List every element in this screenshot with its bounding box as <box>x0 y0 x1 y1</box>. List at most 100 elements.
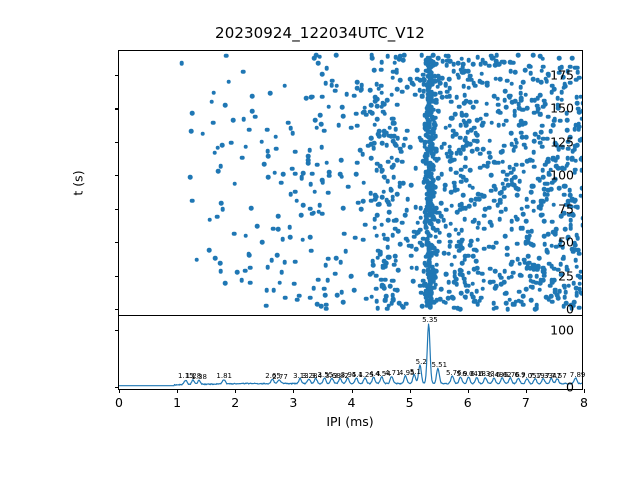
scatter-point <box>372 141 377 146</box>
scatter-point <box>501 143 507 149</box>
scatter-point <box>500 159 505 165</box>
scatter-point <box>458 246 463 251</box>
scatter-point <box>513 299 519 304</box>
scatter-point <box>360 198 366 204</box>
scatter-point <box>369 294 374 299</box>
scatter-point <box>468 142 473 147</box>
scatter-point <box>548 187 554 192</box>
histogram-peak-label: 5.9 <box>456 369 468 378</box>
scatter-point <box>374 161 380 166</box>
scatter-y-tick <box>115 308 119 311</box>
scatter-point <box>404 84 410 90</box>
scatter-point <box>407 76 413 82</box>
scatter-point <box>492 198 497 203</box>
scatter-point <box>444 89 450 95</box>
hist-x-tick <box>351 389 353 393</box>
scatter-point <box>551 118 557 124</box>
scatter-point <box>461 276 467 282</box>
scatter-point <box>442 186 447 192</box>
scatter-point <box>459 227 465 233</box>
scatter-point <box>575 205 581 210</box>
scatter-point <box>537 93 543 98</box>
scatter-point <box>316 209 322 215</box>
scatter-point <box>373 286 379 292</box>
scatter-point <box>404 208 409 213</box>
scatter-point <box>433 62 439 67</box>
scatter-point <box>513 214 518 219</box>
scatter-point <box>519 98 524 103</box>
scatter-point <box>384 142 390 148</box>
scatter-point <box>449 189 454 195</box>
scatter-point <box>491 306 497 311</box>
scatter-point <box>575 235 580 241</box>
scatter-point <box>466 283 471 288</box>
scatter-point <box>495 203 501 208</box>
scatter-point <box>439 213 444 219</box>
scatter-point <box>312 55 317 61</box>
scatter-point <box>479 71 485 77</box>
scatter-point <box>428 242 434 248</box>
scatter-point <box>435 175 441 181</box>
scatter-point <box>279 269 285 275</box>
scatter-point <box>509 141 515 147</box>
scatter-point <box>433 98 439 103</box>
scatter-point <box>458 167 464 172</box>
scatter-point <box>243 233 248 238</box>
scatter-point <box>463 178 469 183</box>
scatter-point <box>426 59 431 64</box>
scatter-point <box>454 276 459 282</box>
scatter-point <box>517 261 523 266</box>
scatter-point <box>240 155 245 161</box>
scatter-point <box>538 198 544 204</box>
scatter-point <box>541 104 546 109</box>
scatter-point <box>435 84 441 89</box>
scatter-point <box>436 239 442 244</box>
histogram-peak-label: 5.51 <box>431 360 448 369</box>
scatter-point <box>430 182 435 188</box>
scatter-point <box>462 92 467 98</box>
scatter-point <box>218 269 223 274</box>
scatter-point <box>360 151 366 157</box>
scatter-point <box>551 229 556 235</box>
scatter-point <box>567 135 573 140</box>
scatter-point <box>527 273 533 279</box>
scatter-point <box>393 258 398 264</box>
scatter-point <box>445 54 451 59</box>
scatter-point <box>541 277 546 283</box>
scatter-point <box>536 265 541 270</box>
scatter-point <box>541 64 546 69</box>
scatter-point <box>423 156 429 162</box>
scatter-point <box>397 180 403 186</box>
scatter-point <box>503 233 508 239</box>
scatter-point <box>545 136 550 141</box>
scatter-point <box>424 115 429 121</box>
scatter-point <box>341 300 346 305</box>
scatter-point <box>252 114 258 120</box>
scatter-point <box>431 117 436 123</box>
scatter-point <box>572 247 578 252</box>
scatter-point <box>456 104 462 110</box>
scatter-point <box>549 83 555 88</box>
scatter-point <box>438 90 443 95</box>
scatter-point <box>478 62 484 67</box>
scatter-point <box>424 196 430 201</box>
scatter-point <box>501 185 507 191</box>
scatter-point <box>562 183 568 189</box>
scatter-point <box>377 128 382 134</box>
scatter-point <box>445 58 450 63</box>
scatter-point <box>566 212 572 217</box>
scatter-point <box>509 218 514 224</box>
histogram-peak-label: 7.57 <box>551 371 567 380</box>
scatter-point <box>534 302 539 308</box>
scatter-point <box>285 120 291 125</box>
scatter-point <box>472 218 478 223</box>
scatter-point <box>488 155 493 160</box>
scatter-point <box>454 150 460 156</box>
scatter-point <box>393 253 398 259</box>
scatter-point <box>496 102 501 108</box>
scatter-point <box>567 188 572 193</box>
scatter-point <box>536 255 542 261</box>
scatter-point <box>431 216 436 221</box>
scatter-point <box>545 181 550 187</box>
scatter-point <box>518 84 523 90</box>
